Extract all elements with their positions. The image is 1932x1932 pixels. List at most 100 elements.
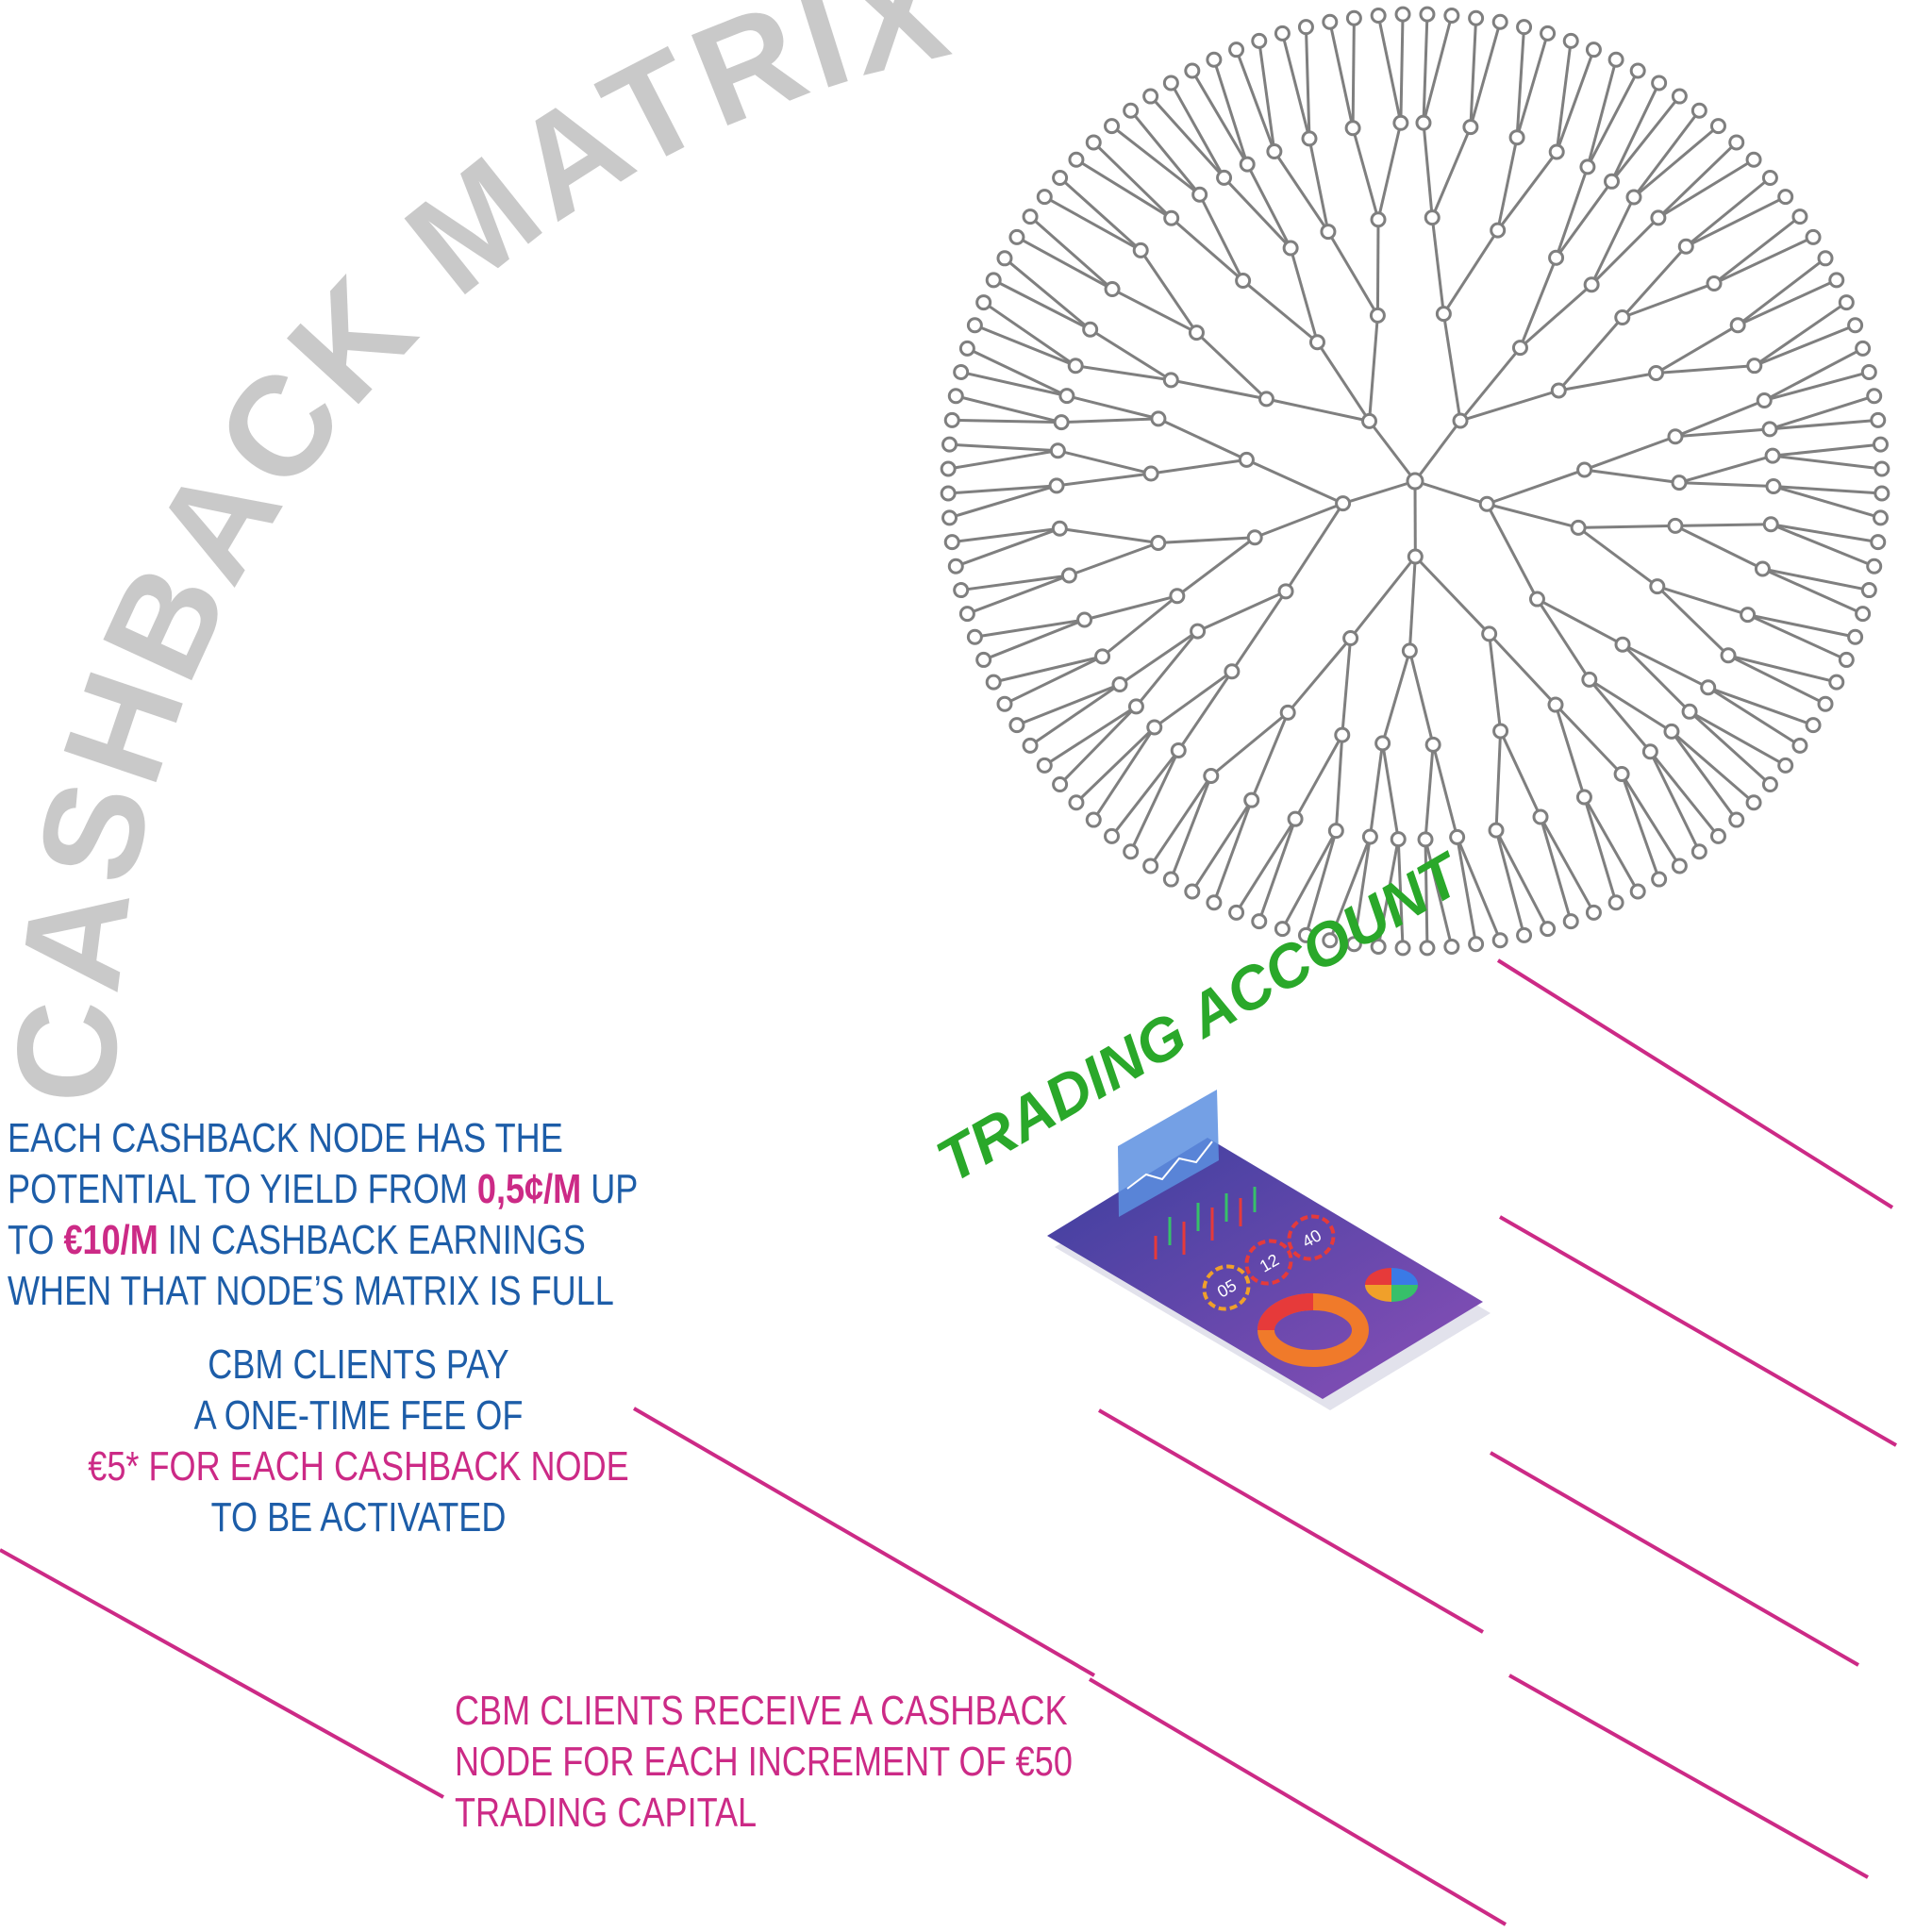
tree-edge (1649, 751, 1701, 853)
tree-node (1191, 186, 1208, 203)
tree-node (1127, 698, 1144, 715)
tree-node (1228, 42, 1245, 58)
tree-node (1648, 365, 1665, 382)
tree-node (1123, 102, 1140, 119)
tree-node (1203, 767, 1220, 784)
tree-node (1287, 810, 1304, 827)
tree-node (1761, 775, 1778, 792)
tree-node (1274, 921, 1291, 938)
tree-edge (960, 574, 1070, 592)
tablet-candles (1154, 1187, 1257, 1259)
tree-edge (1584, 435, 1676, 472)
tree-edge (1351, 127, 1380, 221)
tree-node (1581, 671, 1598, 688)
tree-node (1162, 372, 1179, 389)
tree-node (947, 558, 964, 575)
tree-node (1579, 158, 1596, 175)
tree-edge (1241, 279, 1319, 343)
decorative-line (1496, 958, 1894, 1209)
tree-edge (1431, 743, 1459, 838)
tree-node (1667, 517, 1684, 534)
tree-node (1345, 936, 1362, 953)
tree-edge (1342, 479, 1416, 506)
tree-node (1532, 808, 1549, 825)
tree-edge (1170, 217, 1244, 282)
tree-edge (1092, 726, 1157, 821)
tree-edge (1657, 158, 1755, 220)
tree-node (958, 606, 975, 623)
tree-edge (1043, 195, 1141, 252)
tree-node (1142, 465, 1159, 482)
tree-node (1094, 648, 1111, 665)
tree-node (1235, 273, 1252, 290)
tree-node (1370, 938, 1387, 955)
tree-edge (1485, 503, 1539, 600)
tree-node (1452, 412, 1469, 429)
tree-edge (1304, 26, 1311, 139)
tree-node (966, 628, 983, 645)
tree-node (1162, 75, 1179, 92)
tree-node (1206, 51, 1223, 68)
tree-node (1060, 567, 1077, 584)
pie-chart (1365, 1268, 1418, 1302)
tree-node (1681, 703, 1698, 720)
tree-node (1540, 921, 1557, 938)
tree-edge (1119, 629, 1199, 686)
tree-edge (1287, 637, 1352, 714)
tree-edge (1713, 215, 1801, 285)
tree-edge (1577, 526, 1658, 588)
tree-node (1603, 173, 1620, 190)
tree-node (1828, 272, 1845, 289)
tree-edge (1351, 18, 1356, 128)
tree-node (1866, 388, 1883, 405)
tree-edge (1169, 774, 1213, 880)
tree-edge (1707, 686, 1801, 747)
tree-node (941, 436, 958, 453)
cashback-matrix-tree (940, 6, 1890, 957)
tree-edge (1622, 282, 1715, 319)
tree-edge (1678, 454, 1774, 485)
tree-node (1443, 938, 1460, 955)
tree-node (1516, 19, 1533, 36)
tree-node (1104, 281, 1121, 298)
tree-node (1764, 447, 1781, 464)
tree-node (1745, 794, 1762, 811)
block2-line2: A ONE-TIME FEE OF (193, 1392, 524, 1439)
tree-node (1369, 307, 1386, 324)
tree-node (1817, 250, 1834, 267)
tree-edge (1555, 41, 1573, 153)
tree-node (1838, 294, 1855, 311)
tree-edge (1773, 485, 1882, 495)
tree-node (1745, 151, 1762, 168)
tree-edge (960, 370, 1068, 398)
tree-edge (1254, 502, 1344, 540)
tree-node (1036, 757, 1053, 774)
tree-edge (1588, 678, 1652, 753)
tree-node (1491, 932, 1508, 949)
tree-edge (1196, 590, 1287, 633)
tree-edge (1539, 816, 1595, 914)
tree-node (1805, 228, 1822, 245)
tree-edge (983, 618, 1086, 661)
tree-edge (992, 655, 1103, 684)
title-cashback-matrix: CASHBACK MATRIX (0, 0, 966, 1105)
tree-node (1394, 6, 1411, 23)
tree-node (1847, 317, 1864, 334)
tree-edge (1685, 195, 1787, 248)
tree-node (1342, 630, 1359, 647)
tree-edge (1610, 82, 1660, 182)
tree-node (1251, 32, 1268, 49)
tree-edge (949, 484, 1058, 520)
tree-edge (1376, 122, 1403, 221)
tree-node (1575, 789, 1592, 806)
tree-node (943, 411, 960, 428)
tree-node (1169, 588, 1186, 605)
tree-node (1085, 811, 1102, 828)
tree-node (1860, 582, 1877, 599)
tree-node (1649, 578, 1666, 595)
tree-node (1282, 240, 1299, 257)
tree-edge (1621, 245, 1688, 319)
tree-edge (1656, 585, 1730, 657)
tree-node (1246, 529, 1263, 546)
tree-node (1170, 742, 1187, 759)
